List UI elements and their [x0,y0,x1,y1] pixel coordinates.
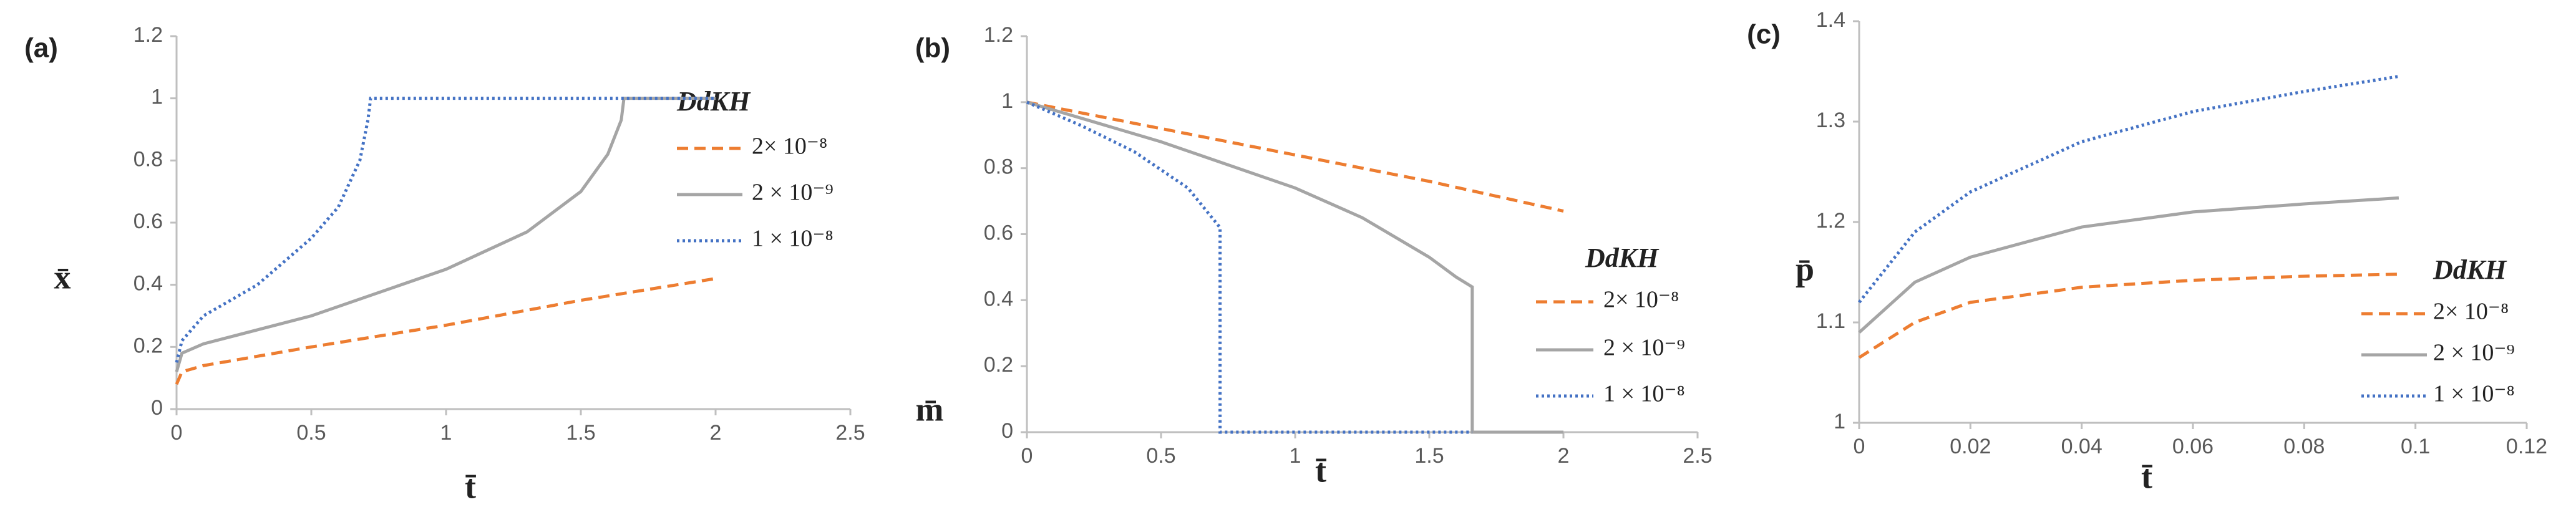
x-tick-label: 2.5 [835,421,865,445]
y-tick-label: 0.6 [984,221,1013,244]
x-tick-label: 1 [440,421,452,445]
x-tick-label: 0.1 [2401,435,2430,458]
legend-label: 2× 10⁻⁸ [752,133,827,160]
y-tick-label: 0.8 [984,155,1013,179]
legend-label: 1 × 10⁻⁸ [1603,381,1685,407]
y-tick-label: 0.4 [984,287,1013,311]
x-tick-label: 2.5 [1683,444,1712,468]
y-tick-label: 0.2 [134,334,163,357]
x-tick-label: 0.08 [2283,435,2325,458]
x-tick-label: 0.02 [1950,435,1991,458]
legend-label: 1 × 10⁻⁸ [752,226,834,252]
x-tick-label: 0.04 [2061,435,2102,458]
data-line [175,97,716,363]
x-tick-label: 0 [1854,435,1865,458]
data-line [175,97,716,372]
legend-label: 2× 10⁻⁸ [2433,299,2509,325]
y-tick-label: 1 [1001,89,1013,113]
x-tick-label: 0.5 [296,421,326,445]
y-axis-label: x̄ [54,258,71,296]
data-line [1858,196,2399,334]
legend-label: 2 × 10⁻⁹ [1603,335,1685,361]
y-tick-label: 1.2 [134,23,163,47]
x-tick-label: 2 [710,421,722,445]
y-tick-label: 0 [151,396,163,420]
y-tick-label: 0.8 [134,147,163,171]
x-tick-label: 0 [171,421,183,445]
x-tick-label: 0.12 [2506,435,2547,458]
y-axis-label: m̄ [916,390,944,428]
panel-label: (b) [915,33,950,64]
x-axis-label: t̄ [2141,458,2153,495]
data-line [1858,75,2399,304]
x-tick-label: 0 [1021,444,1033,468]
y-tick-label: 0 [1001,419,1013,443]
panel-label: (a) [24,33,58,64]
y-tick-label: 1.1 [1816,309,1845,333]
y-tick-label: 0.4 [134,272,163,296]
y-tick-label: 0.6 [134,210,163,233]
y-tick-label: 1.4 [1816,8,1845,32]
y-tick-label: 1.3 [1816,109,1845,132]
y-tick-label: 1 [1834,410,1845,433]
x-tick-label: 1.5 [566,421,595,445]
data-line [1026,100,1564,213]
y-tick-label: 1.2 [984,23,1013,47]
legend-label: 2 × 10⁻⁹ [752,180,834,206]
data-line [175,277,716,385]
y-tick-label: 1 [151,85,163,109]
y-axis-label: p̄ [1796,250,1814,287]
legend-title: DdKH [1585,243,1660,273]
y-tick-label: 1.2 [1816,209,1845,233]
x-tick-label: 0.06 [2172,435,2214,458]
x-axis-label: t̄ [465,468,477,505]
x-tick-label: 1 [1290,444,1301,468]
legend-title: DdKH [676,86,751,117]
x-tick-label: 0.5 [1146,444,1175,468]
y-tick-label: 0.2 [984,353,1013,377]
legend-title: DdKH [2433,254,2507,285]
x-tick-label: 1.5 [1414,444,1444,468]
data-line [1858,273,2399,359]
x-axis-label: t̄ [1315,451,1327,489]
legend-label: 1 × 10⁻⁸ [2433,381,2515,407]
legend-label: 2× 10⁻⁸ [1603,287,1679,313]
data-line [1026,100,1472,434]
panel-label: (c) [1747,19,1781,50]
legend-label: 2 × 10⁻⁹ [2433,340,2515,366]
x-tick-label: 2 [1558,444,1570,468]
data-line [1026,100,1563,434]
